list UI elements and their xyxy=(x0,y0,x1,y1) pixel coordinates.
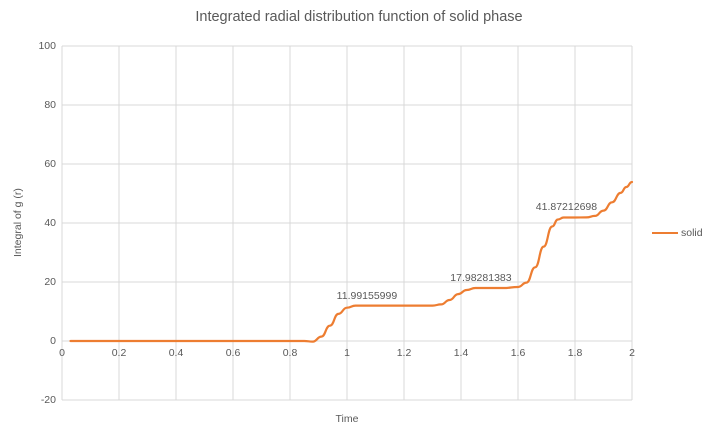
legend[interactable]: solid xyxy=(652,227,703,239)
y-tick-label: 0 xyxy=(50,335,56,347)
y-tick-label: 20 xyxy=(44,276,56,288)
y-tick-label: -20 xyxy=(40,394,56,406)
series-line-solid[interactable] xyxy=(69,180,634,343)
y-tick-label: 40 xyxy=(44,217,56,229)
y-tick-label: 80 xyxy=(44,99,56,111)
y-tick-label: 60 xyxy=(44,158,56,170)
legend-label: solid xyxy=(681,227,703,239)
y-axis-title: Integral of g (r) xyxy=(12,188,24,258)
x-tick-label: 0.6 xyxy=(225,347,241,359)
data-label: 11.99155999 xyxy=(336,289,398,302)
x-axis-title: Time xyxy=(335,413,359,425)
x-tick-label: 1.2 xyxy=(396,347,412,359)
x-tick-label: 1.4 xyxy=(453,347,469,359)
x-tick-label: 1.6 xyxy=(510,347,526,359)
x-tick-label: 1.8 xyxy=(567,347,583,359)
x-tick-label: 2 xyxy=(629,347,635,359)
data-label: 41.87212698 xyxy=(535,201,598,214)
legend-line-swatch xyxy=(652,232,678,234)
x-tick-label: 0 xyxy=(59,347,65,359)
y-tick-label: 100 xyxy=(38,40,56,52)
chart-title: Integrated radial distribution function … xyxy=(195,9,523,25)
x-tick-label: 0.4 xyxy=(168,347,184,359)
x-tick-label: 1 xyxy=(344,347,350,359)
data-label: 17.98281383 xyxy=(450,271,512,284)
x-tick-label: 0.8 xyxy=(282,347,298,359)
x-tick-label: 0.2 xyxy=(111,347,127,359)
